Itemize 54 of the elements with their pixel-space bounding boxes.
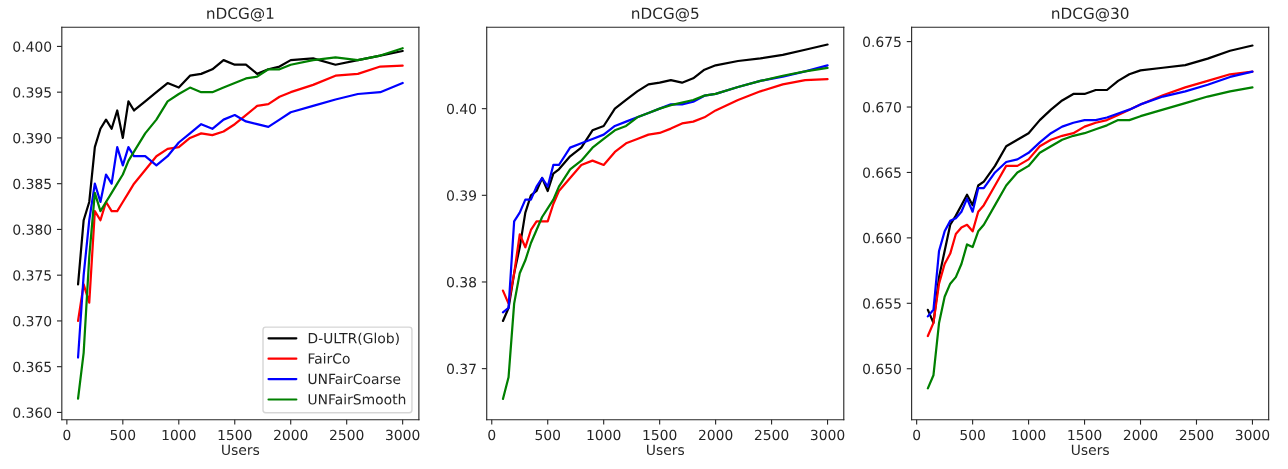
- x-tick-label: 1500: [1068, 429, 1102, 441]
- line-series: [501, 66, 829, 401]
- y-tick-label: 0.390: [13, 132, 52, 144]
- y-tick-label: 0.360: [13, 407, 52, 418]
- y-tick-label: 0.380: [13, 224, 52, 235]
- x-axis-title: Users: [1071, 444, 1109, 456]
- y-tick-label: 0.670: [863, 101, 901, 113]
- legend-label: FairCo: [308, 353, 350, 364]
- x-tick-label: 0: [913, 429, 921, 441]
- y-tick-label: 0.675: [863, 36, 901, 48]
- x-tick-label: 500: [535, 429, 561, 441]
- y-tick-label: 0.395: [13, 87, 51, 98]
- x-tick-label: 2500: [754, 429, 789, 441]
- x-tick-label: 0: [63, 429, 71, 441]
- x-tick-label: 500: [110, 429, 136, 441]
- x-tick-label: 1500: [218, 429, 252, 441]
- y-tick-label: 0.39: [446, 190, 477, 201]
- y-tick-label: 0.655: [863, 298, 901, 309]
- x-axis-title: Users: [647, 444, 685, 456]
- y-tick-label: 0.660: [863, 232, 901, 244]
- x-axis-title: Users: [222, 444, 260, 456]
- y-tick-label: 0.370: [13, 315, 52, 327]
- legend-label: UNFairCoarse: [308, 373, 401, 385]
- legend-label: UNFairSmooth: [308, 393, 406, 405]
- x-tick-label: 2500: [330, 429, 364, 441]
- legend-label: D-ULTR(Glob): [308, 332, 399, 346]
- y-tick-label: 0.365: [13, 361, 51, 373]
- x-tick-label: 2000: [274, 429, 308, 441]
- x-tick-label: 500: [960, 429, 985, 441]
- line-series: [76, 49, 404, 286]
- y-tick-label: 0.665: [863, 167, 901, 178]
- x-tick-label: 1000: [587, 429, 621, 441]
- x-tick-label: 3000: [1235, 429, 1270, 441]
- y-tick-label: 0.40: [446, 103, 477, 115]
- line-series: [926, 86, 1254, 390]
- x-tick-label: 1000: [162, 429, 196, 441]
- line-series: [76, 64, 404, 323]
- x-tick-label: 3000: [386, 429, 420, 441]
- x-tick-label: 2000: [698, 429, 733, 441]
- y-tick-label: 0.38: [446, 276, 477, 288]
- y-tick-label: 0.375: [13, 270, 51, 281]
- x-tick-label: 2000: [1123, 429, 1158, 441]
- x-tick-label: 1500: [643, 429, 677, 441]
- y-tick-label: 0.400: [13, 41, 52, 52]
- y-tick-label: 0.37: [446, 363, 476, 375]
- x-tick-label: 3000: [810, 429, 845, 441]
- chart-title: nDCG@30: [1052, 7, 1129, 22]
- x-tick-label: 1000: [1012, 429, 1046, 441]
- x-tick-label: 0: [488, 429, 496, 441]
- chart-title: nDCG@1: [207, 7, 274, 22]
- y-tick-label: 0.650: [863, 363, 901, 375]
- x-tick-label: 2500: [1179, 429, 1214, 441]
- chart-title: nDCG@5: [632, 7, 699, 22]
- y-tick-label: 0.385: [13, 178, 51, 190]
